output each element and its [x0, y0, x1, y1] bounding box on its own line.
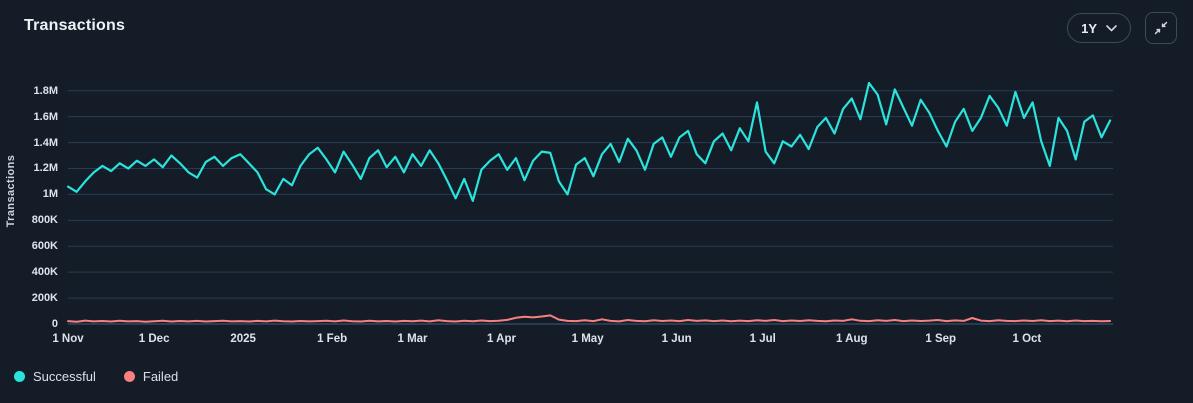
y-axis-tick: 1.4M: [33, 136, 58, 149]
legend-item-successful[interactable]: Successful: [14, 369, 96, 384]
collapse-button[interactable]: [1145, 12, 1177, 44]
x-axis-tick: 1 Oct: [1012, 333, 1042, 345]
x-axis-tick: 1 May: [571, 333, 604, 345]
chart-plot-area[interactable]: [66, 70, 1113, 325]
successful-line: [66, 81, 1112, 202]
x-axis-tick: 1 Nov: [52, 333, 84, 345]
time-range-value: 1Y: [1081, 20, 1097, 36]
legend-label-successful: Successful: [33, 369, 96, 384]
time-range-selector[interactable]: 1Y: [1067, 13, 1131, 43]
y-axis-tick: 0: [51, 318, 58, 330]
x-axis-tick: 1 Apr: [487, 333, 516, 345]
x-axis-tick: 1 Aug: [835, 333, 868, 345]
y-axis-tick: 400K: [31, 266, 58, 279]
page-title: Transactions: [24, 17, 126, 34]
y-axis-tick: 1M: [42, 188, 58, 201]
legend-dot-failed: [123, 371, 135, 382]
collapse-icon: [1153, 20, 1169, 36]
y-axis-tick: 200K: [31, 292, 58, 305]
chevron-down-icon: [1106, 24, 1117, 32]
y-axis-tick: 800K: [31, 214, 58, 227]
y-axis-tick: 1.6M: [33, 110, 58, 123]
x-axis-tick: 1 Mar: [397, 333, 428, 345]
header-controls: 1Y: [1067, 12, 1177, 44]
x-axis-tick: 1 Sep: [925, 333, 957, 345]
y-axis-tick: 1.2M: [33, 162, 58, 175]
y-axis-tick: 1.8M: [33, 84, 58, 97]
x-axis-tick: 2025: [230, 333, 256, 345]
x-axis-tick: 1 Dec: [138, 333, 170, 345]
x-axis-tick: 1 Jun: [661, 333, 692, 345]
failed-line: [67, 314, 1112, 323]
legend-dot-successful: [14, 371, 25, 382]
x-axis-tick: 1 Jul: [749, 333, 776, 345]
chart-legend: Successful Failed: [14, 369, 178, 384]
x-axis-tick: 1 Feb: [317, 333, 348, 345]
legend-label-failed: Failed: [142, 369, 179, 384]
gridlines: [68, 90, 1113, 325]
y-axis-tick: 600K: [31, 240, 58, 253]
legend-item-failed[interactable]: Failed: [123, 369, 179, 384]
